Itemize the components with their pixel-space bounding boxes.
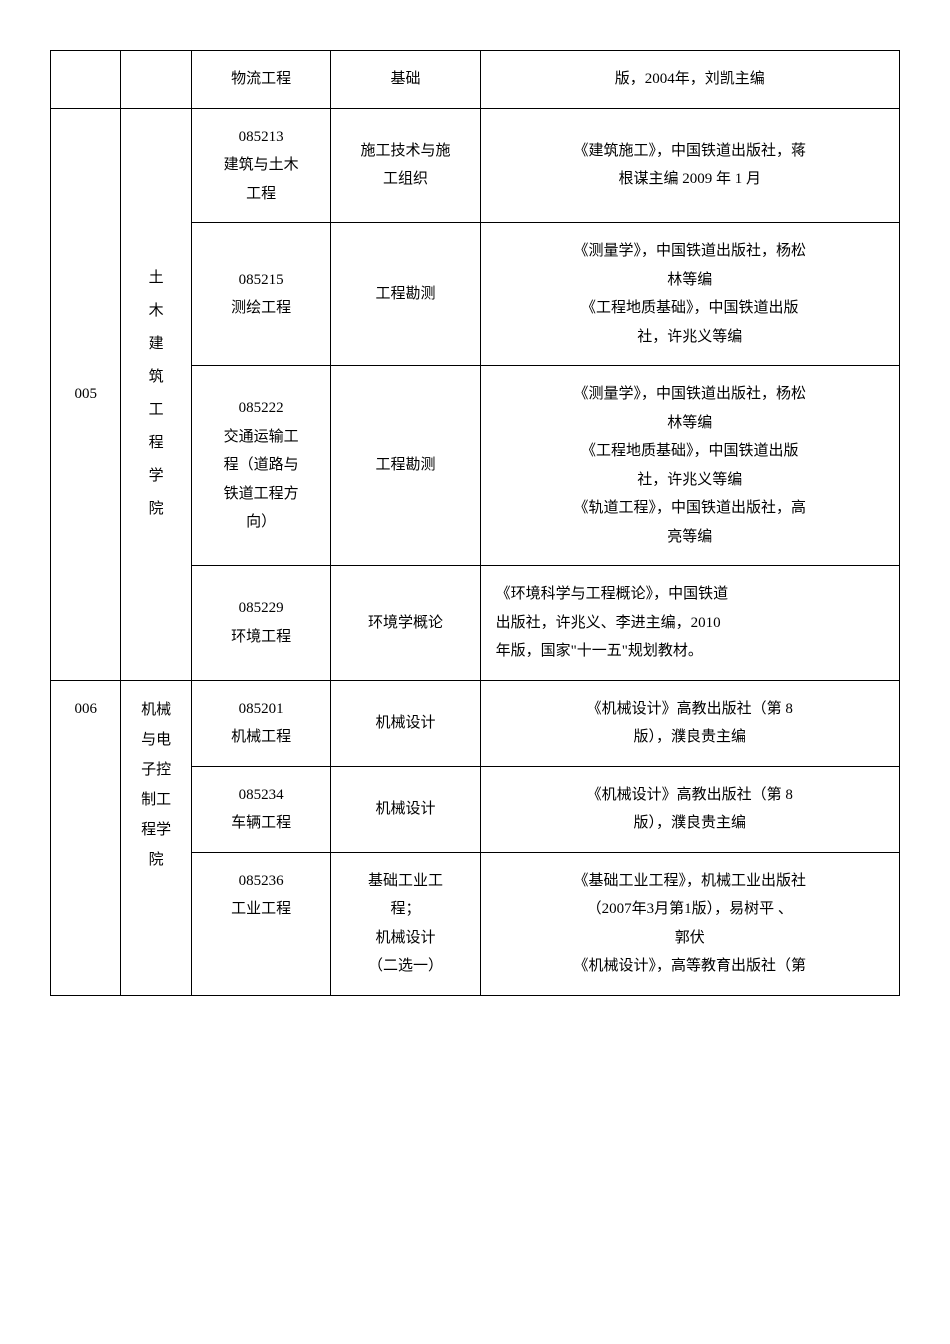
cell-code: 006	[51, 680, 121, 995]
cell-major: 085236工业工程	[191, 852, 331, 995]
cell-major: 085215测绘工程	[191, 223, 331, 366]
cell-subject: 工程勘测	[331, 366, 480, 566]
cell-subject: 基础工业工程；机械设计（二选一）	[331, 852, 480, 995]
cell-reference: 《机械设计》高教出版社（第 8版），濮良贵主编	[480, 680, 899, 766]
cell-subject: 环境学概论	[331, 566, 480, 681]
cell-reference: 《测量学》，中国铁道出版社，杨松林等编《工程地质基础》，中国铁道出版社，许兆义等…	[480, 223, 899, 366]
cell-major: 085222交通运输工程（道路与铁道工程方向）	[191, 366, 331, 566]
table-row: 005 土木建筑工程学院 085213建筑与土木工程 施工技术与施工组织 《建筑…	[51, 108, 900, 223]
table-row: 物流工程 基础 版，2004年，刘凯主编	[51, 51, 900, 109]
cell-major: 085234车辆工程	[191, 766, 331, 852]
cell-dept	[121, 51, 191, 109]
cell-dept: 土木建筑工程学院	[121, 108, 191, 680]
cell-dept: 机械与电子控制工程学院	[121, 680, 191, 995]
cell-subject: 机械设计	[331, 766, 480, 852]
cell-subject: 施工技术与施工组织	[331, 108, 480, 223]
cell-subject: 机械设计	[331, 680, 480, 766]
cell-subject: 工程勘测	[331, 223, 480, 366]
cell-reference: 《机械设计》高教出版社（第 8版），濮良贵主编	[480, 766, 899, 852]
cell-major: 物流工程	[191, 51, 331, 109]
cell-subject: 基础	[331, 51, 480, 109]
cell-reference: 《建筑施工》，中国铁道出版社，蒋根谋主编 2009 年 1 月	[480, 108, 899, 223]
cell-reference: 《环境科学与工程概论》，中国铁道出版社，许兆义、李进主编，2010年版，国家"十…	[480, 566, 899, 681]
cell-code	[51, 51, 121, 109]
cell-major: 085213建筑与土木工程	[191, 108, 331, 223]
course-reference-table: 物流工程 基础 版，2004年，刘凯主编 005 土木建筑工程学院 085213…	[50, 50, 900, 996]
cell-major: 085229环境工程	[191, 566, 331, 681]
cell-reference: 《基础工业工程》，机械工业出版社（2007年3月第1版），易树平 、郭伏《机械设…	[480, 852, 899, 995]
table-row: 006 机械与电子控制工程学院 085201机械工程 机械设计 《机械设计》高教…	[51, 680, 900, 766]
cell-reference: 版，2004年，刘凯主编	[480, 51, 899, 109]
cell-major: 085201机械工程	[191, 680, 331, 766]
cell-reference: 《测量学》，中国铁道出版社，杨松林等编《工程地质基础》，中国铁道出版社，许兆义等…	[480, 366, 899, 566]
cell-code: 005	[51, 108, 121, 680]
